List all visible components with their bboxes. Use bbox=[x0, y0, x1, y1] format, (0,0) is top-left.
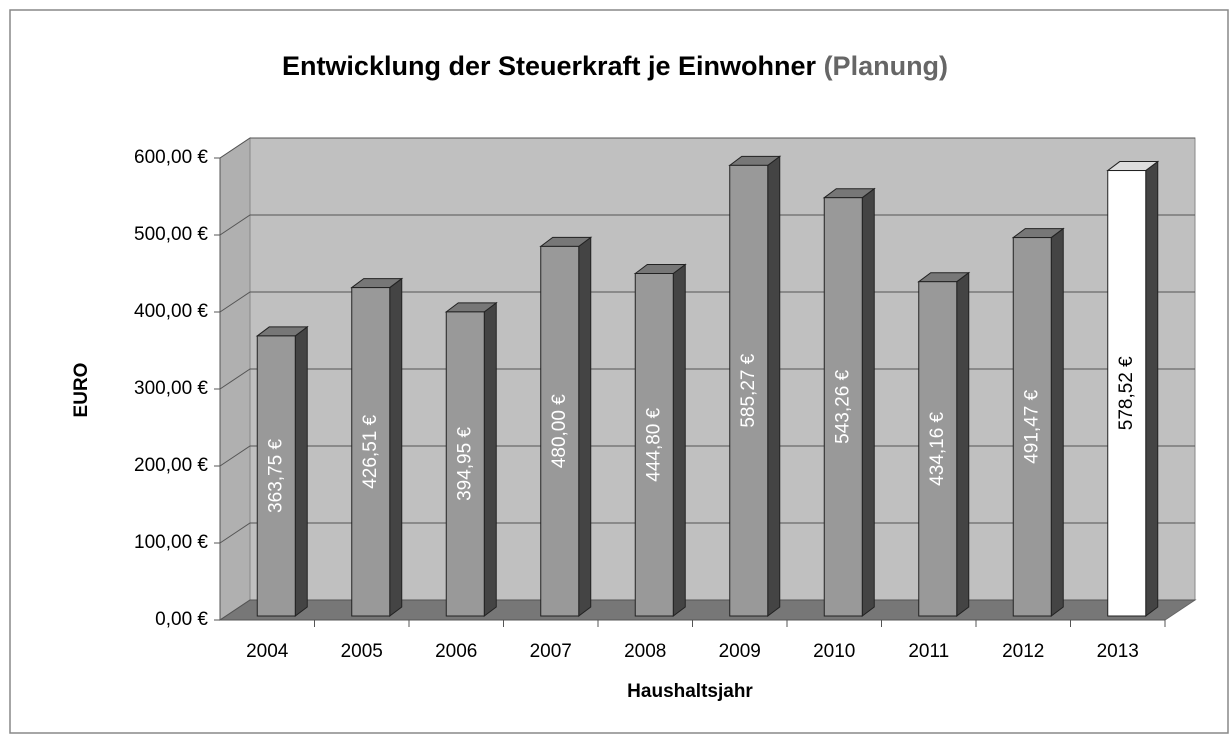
grid-line bbox=[219, 522, 1195, 544]
bar bbox=[918, 281, 958, 617]
value-label: 491,47 € bbox=[1021, 389, 1042, 463]
bar-side bbox=[578, 236, 592, 617]
y-axis-title: EURO bbox=[71, 363, 92, 418]
bar bbox=[351, 287, 391, 617]
bar bbox=[634, 273, 674, 617]
x-tick-label: 2012 bbox=[1002, 641, 1044, 662]
title-note: (Planung) bbox=[824, 51, 948, 81]
bar bbox=[729, 164, 769, 617]
y-tick-label: 0,00 € bbox=[155, 609, 208, 630]
x-tick-label: 2009 bbox=[719, 641, 761, 662]
y-tick-label: 400,00 € bbox=[134, 301, 208, 322]
bar bbox=[256, 335, 296, 617]
y-tick-label: 300,00 € bbox=[134, 378, 208, 399]
bar bbox=[1107, 170, 1147, 617]
y-tick-label: 600,00 € bbox=[134, 147, 208, 168]
bar-side bbox=[767, 155, 781, 617]
x-tick-label: 2006 bbox=[435, 641, 477, 662]
x-tick-label: 2010 bbox=[813, 641, 855, 662]
x-tick-label: 2011 bbox=[908, 641, 949, 662]
x-tick-label: 2005 bbox=[341, 641, 383, 662]
value-label: 434,16 € bbox=[927, 411, 948, 485]
bar-side bbox=[672, 263, 686, 617]
bar-side bbox=[956, 271, 970, 617]
value-label: 585,27 € bbox=[738, 353, 759, 427]
grid-line bbox=[219, 291, 1195, 313]
y-tick-label: 500,00 € bbox=[134, 224, 208, 245]
bar bbox=[445, 311, 485, 617]
value-label: 480,00 € bbox=[549, 394, 570, 468]
grid-line bbox=[219, 137, 1195, 159]
grid-line bbox=[219, 599, 1195, 621]
bar-side bbox=[483, 301, 497, 617]
value-label: 578,52 € bbox=[1116, 356, 1137, 430]
title-main: Entwicklung der Steuerkraft je Einwohner bbox=[282, 51, 817, 81]
x-axis-title: Haushaltsjahr bbox=[627, 681, 753, 702]
x-tick-label: 2008 bbox=[624, 641, 666, 662]
bar-side bbox=[1145, 160, 1159, 617]
bar-side bbox=[294, 325, 308, 617]
bar bbox=[540, 245, 580, 617]
value-label: 543,26 € bbox=[832, 369, 853, 443]
grid-line bbox=[219, 214, 1195, 236]
x-tick-label: 2004 bbox=[246, 641, 289, 662]
y-tick-label: 200,00 € bbox=[134, 455, 208, 476]
value-label: 394,95 € bbox=[454, 427, 475, 501]
bar-side bbox=[1050, 227, 1064, 617]
bar bbox=[823, 197, 863, 617]
value-label: 426,51 € bbox=[360, 414, 381, 488]
grid-line bbox=[219, 445, 1195, 467]
value-label: 363,75 € bbox=[265, 439, 286, 513]
chart-title: Entwicklung der Steuerkraft je Einwohner… bbox=[282, 51, 948, 81]
bar-side bbox=[861, 187, 875, 617]
bar-side bbox=[389, 277, 403, 617]
x-tick-label: 2013 bbox=[1097, 641, 1139, 662]
y-tick-label: 100,00 € bbox=[134, 532, 208, 553]
x-tick-label: 2007 bbox=[530, 641, 572, 662]
value-label: 444,80 € bbox=[643, 407, 664, 481]
grid-line bbox=[219, 368, 1195, 390]
bar bbox=[1012, 237, 1052, 617]
